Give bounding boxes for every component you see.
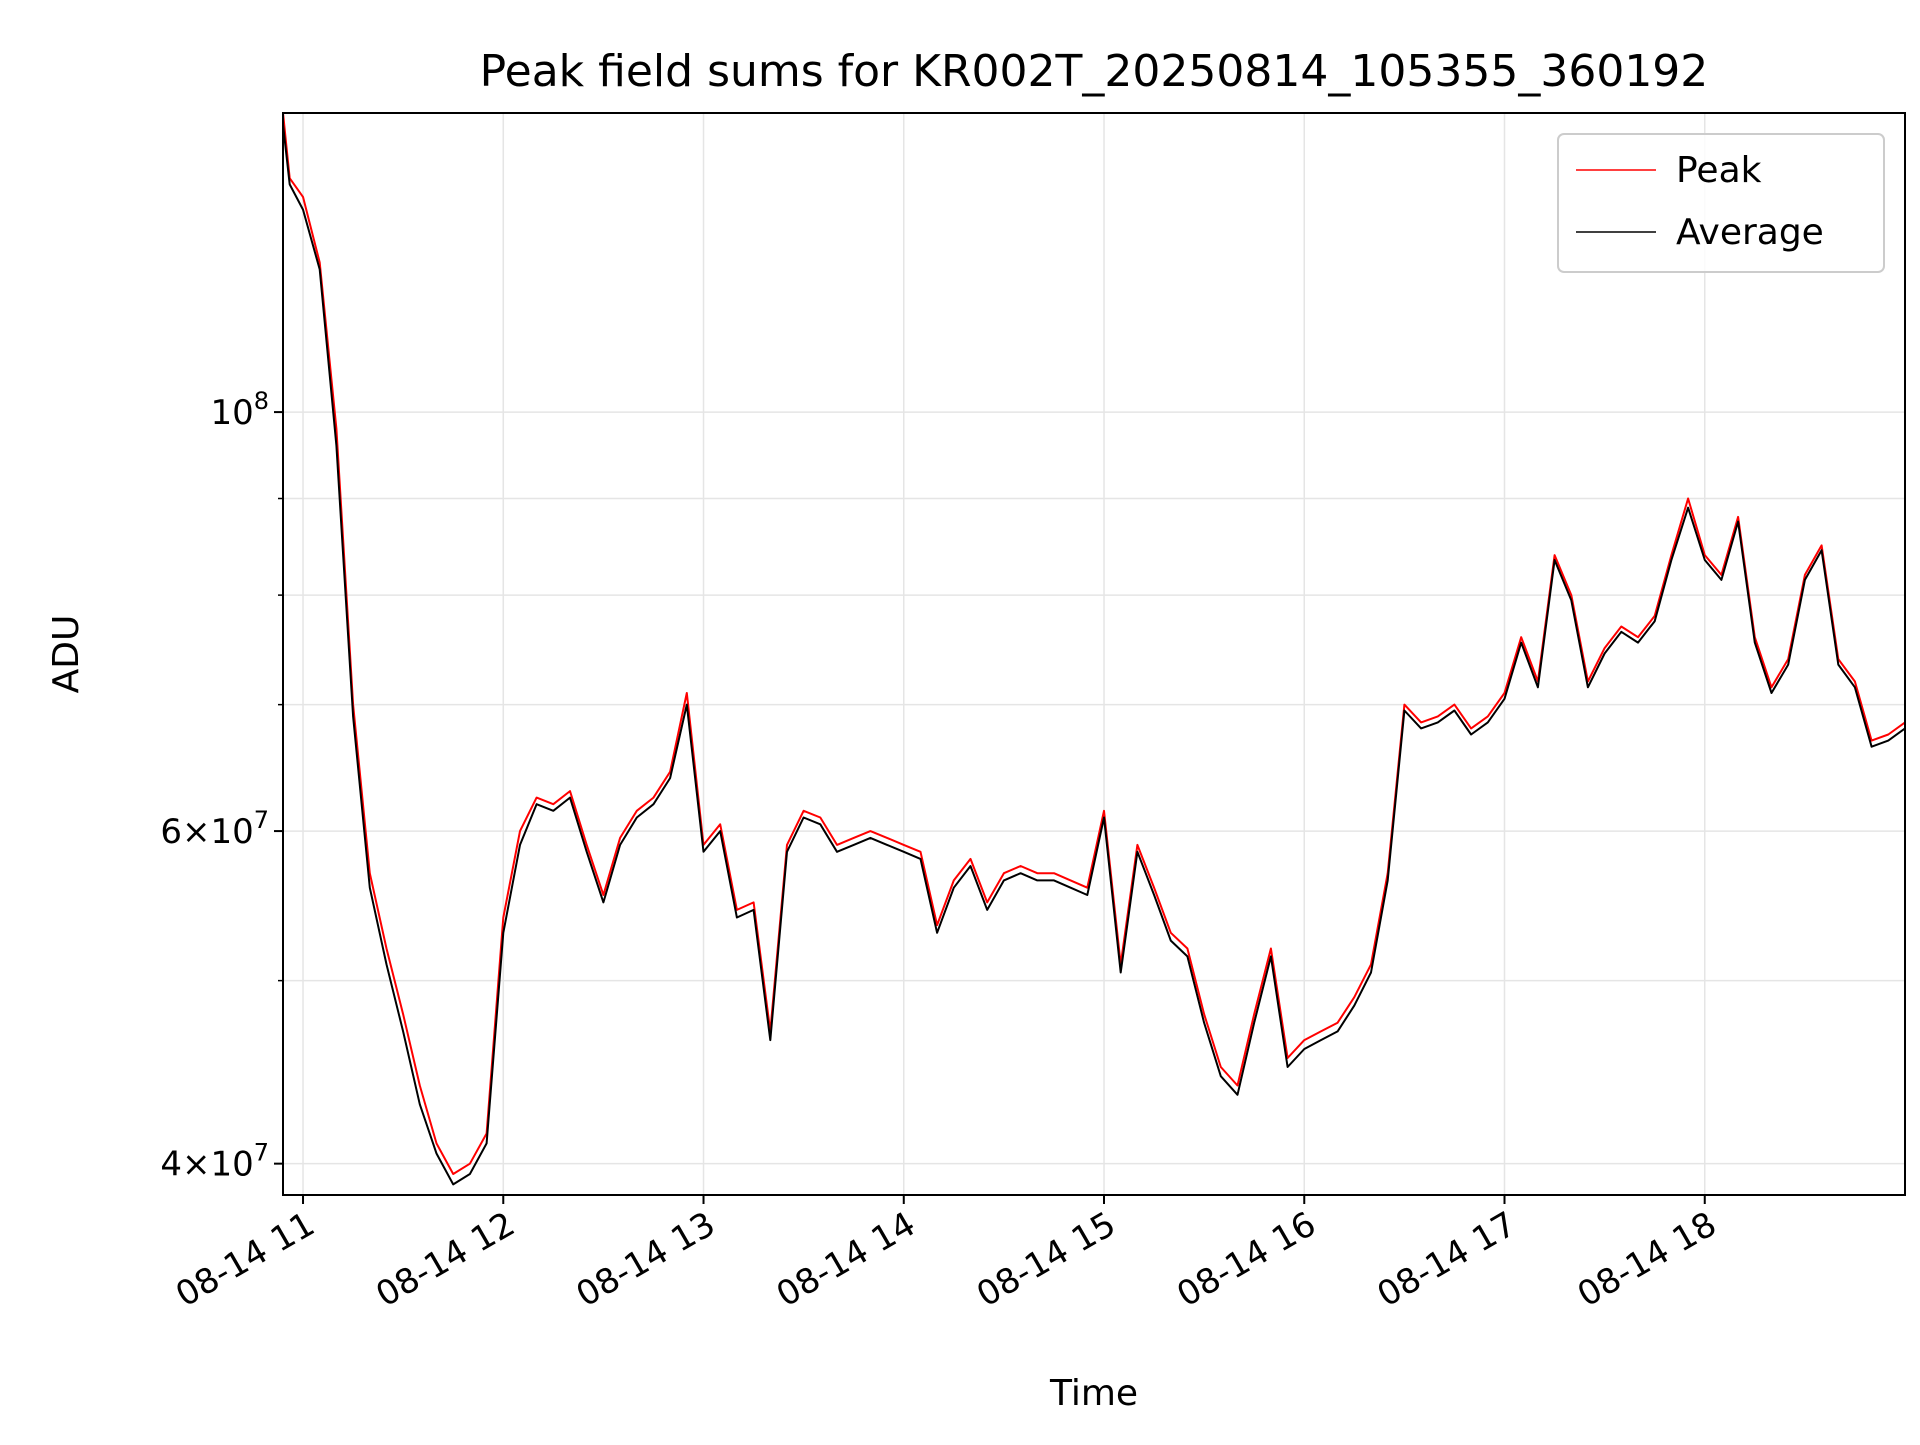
x-tick-label: 08-14 12 [369, 1204, 521, 1315]
y-tick-mantissa: 6×10 [160, 812, 253, 852]
legend-label-average: Average [1676, 212, 1824, 253]
legend: Peak Average [1557, 133, 1885, 273]
y-tick-label: 6×107 [160, 806, 269, 852]
chart-title: Peak field sums for KR002T_20250814_1053… [480, 46, 1709, 97]
y-tick-label: 4×107 [160, 1139, 269, 1185]
x-tick-label: 08-14 18 [1571, 1204, 1723, 1315]
y-tick-exponent: 7 [254, 1139, 269, 1167]
x-tick-label: 08-14 13 [570, 1204, 722, 1315]
x-tick-label: 08-14 15 [970, 1204, 1122, 1315]
x-tick-label: 08-14 14 [770, 1204, 922, 1315]
series-line-average [282, 124, 1906, 1186]
x-tick-label: 08-14 16 [1170, 1204, 1322, 1315]
y-tick-mantissa: 10 [210, 393, 253, 433]
x-axis-label: Time [1049, 1373, 1138, 1414]
series-line-peak [282, 112, 1906, 1175]
x-tick-label: 08-14 11 [169, 1204, 321, 1315]
x-tick-label: 08-14 17 [1371, 1204, 1523, 1315]
y-axis-label: ADU [46, 615, 87, 694]
y-tick-exponent: 8 [254, 387, 269, 415]
grid-lines [283, 113, 1905, 1195]
y-tick-exponent: 7 [254, 806, 269, 834]
x-axis-ticks: 08-14 11 08-14 12 08-14 13 08-14 14 08-14 15… [169, 1195, 1723, 1315]
y-tick-label: 108 [210, 387, 269, 433]
series-layer [282, 112, 1906, 1186]
plot-frame [282, 112, 1906, 1196]
y-tick-mantissa: 4×10 [160, 1145, 253, 1185]
legend-box [1557, 133, 1885, 273]
legend-label-peak: Peak [1676, 150, 1762, 191]
